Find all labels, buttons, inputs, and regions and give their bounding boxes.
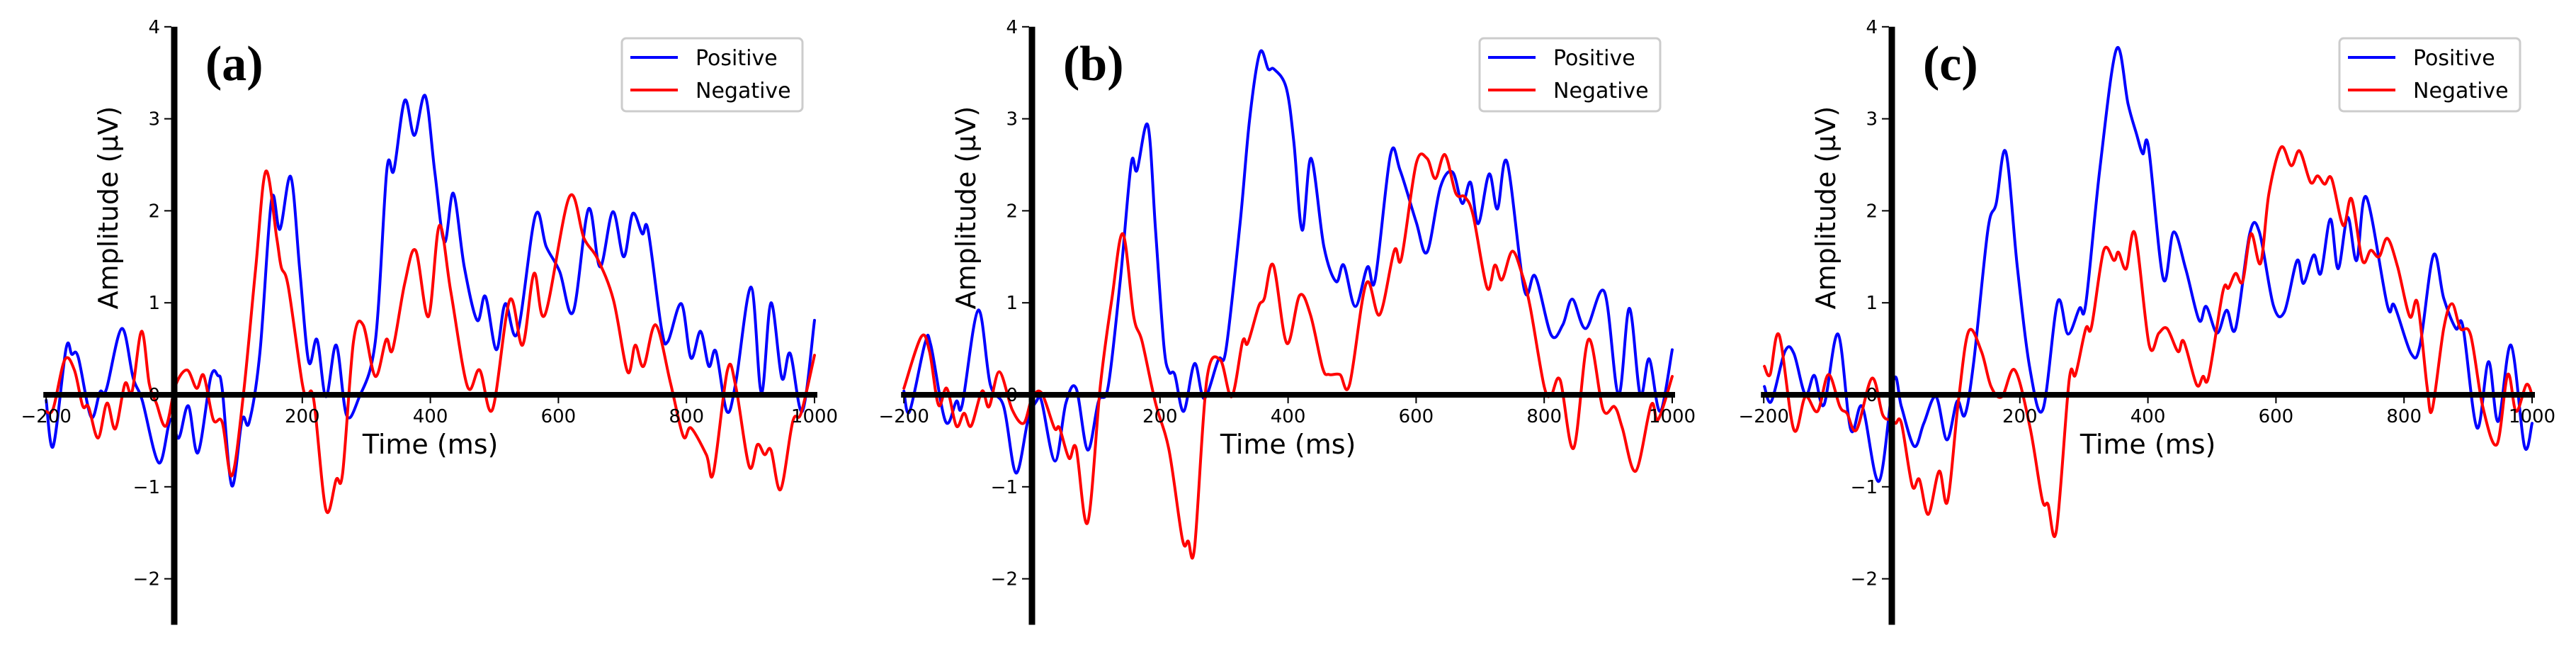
y-tick-label: 3 [1866, 109, 1878, 130]
y-tick-label: 4 [148, 17, 160, 38]
y-tick-label: 0 [1006, 385, 1018, 406]
panel-label: (a) [205, 37, 263, 91]
x-tick-label: 600 [2259, 406, 2294, 427]
y-tick-label: −2 [133, 569, 160, 590]
y-tick-label: 3 [148, 109, 160, 130]
legend: Positive Negative [2338, 37, 2521, 113]
x-tick-label: 1000 [2509, 406, 2555, 427]
series-line-negative [902, 152, 1674, 560]
x-tick-label: 600 [1399, 406, 1434, 427]
x-tick-label: 800 [2386, 406, 2422, 427]
y-tick-label: 2 [1866, 201, 1878, 222]
panel-label: (b) [1063, 37, 1124, 91]
panel-b: −2 −1 0 1 2 3 4 −200 200 400 600 800 1000 Time (ms) Am… [878, 17, 1696, 625]
series-line-positive [45, 94, 816, 488]
panel-c: −2 −1 0 1 2 3 4 −200 200 400 600 800 1000 Time (ms) Am… [1738, 17, 2555, 625]
x-tick-label: 1000 [791, 406, 838, 427]
x-tick-label: 400 [413, 406, 448, 427]
legend-label-positive: Positive [2413, 46, 2495, 71]
x-tick-label: 400 [1271, 406, 1306, 427]
legend-label-positive: Positive [1553, 46, 1635, 71]
y-tick-label: −2 [1851, 569, 1878, 590]
panel-label: (c) [1923, 37, 1978, 91]
x-axis-label: Time (ms) [2079, 429, 2216, 460]
x-tick-label: 800 [669, 406, 704, 427]
y-tick-label: −1 [991, 477, 1018, 498]
y-tick-label: 0 [1866, 385, 1878, 406]
x-axis-label: Time (ms) [1220, 429, 1356, 460]
y-tick-label: −2 [991, 569, 1018, 590]
legend-label-negative: Negative [1553, 79, 1649, 103]
legend: Positive Negative [620, 37, 804, 113]
y-tick-label: −1 [1851, 477, 1878, 498]
legend: Positive Negative [1478, 37, 1662, 113]
x-tick-label: 200 [285, 406, 320, 427]
x-tick-label: 400 [2130, 406, 2166, 427]
x-axis-label: Time (ms) [362, 429, 499, 460]
legend-label-negative: Negative [696, 79, 791, 103]
y-tick-label: 1 [1866, 293, 1878, 314]
series-line-negative [1763, 145, 2534, 539]
x-tick-label: 200 [1142, 406, 1178, 427]
series-line-positive [1763, 45, 2534, 483]
y-tick-label: 1 [1006, 293, 1018, 314]
y-tick-label: 2 [1006, 201, 1018, 222]
y-tick-label: 4 [1006, 17, 1018, 38]
x-tick-label: −200 [21, 406, 71, 427]
y-axis-label: Amplitude (μV) [1810, 106, 1842, 310]
x-tick-label: 1000 [1649, 406, 1696, 427]
y-tick-label: 0 [148, 385, 160, 406]
y-tick-label: 3 [1006, 109, 1018, 130]
y-tick-label: −1 [133, 477, 160, 498]
x-tick-label: −200 [878, 406, 929, 427]
y-tick-label: 2 [148, 201, 160, 222]
panel-a: −2 −1 0 1 2 3 4 −200 200 400 600 800 1000 Time (ms) Am… [21, 17, 838, 625]
legend-label-positive: Positive [696, 46, 778, 71]
x-tick-label: 600 [541, 406, 577, 427]
y-tick-label: 1 [148, 293, 160, 314]
x-tick-label: −200 [1738, 406, 1788, 427]
y-axis-label: Amplitude (μV) [951, 106, 982, 310]
legend-label-negative: Negative [2413, 79, 2509, 103]
x-tick-label: 200 [2002, 406, 2038, 427]
y-axis-label: Amplitude (μV) [93, 106, 124, 310]
series-line-negative [45, 169, 816, 514]
y-tick-label: 4 [1866, 17, 1878, 38]
x-tick-label: 800 [1526, 406, 1562, 427]
